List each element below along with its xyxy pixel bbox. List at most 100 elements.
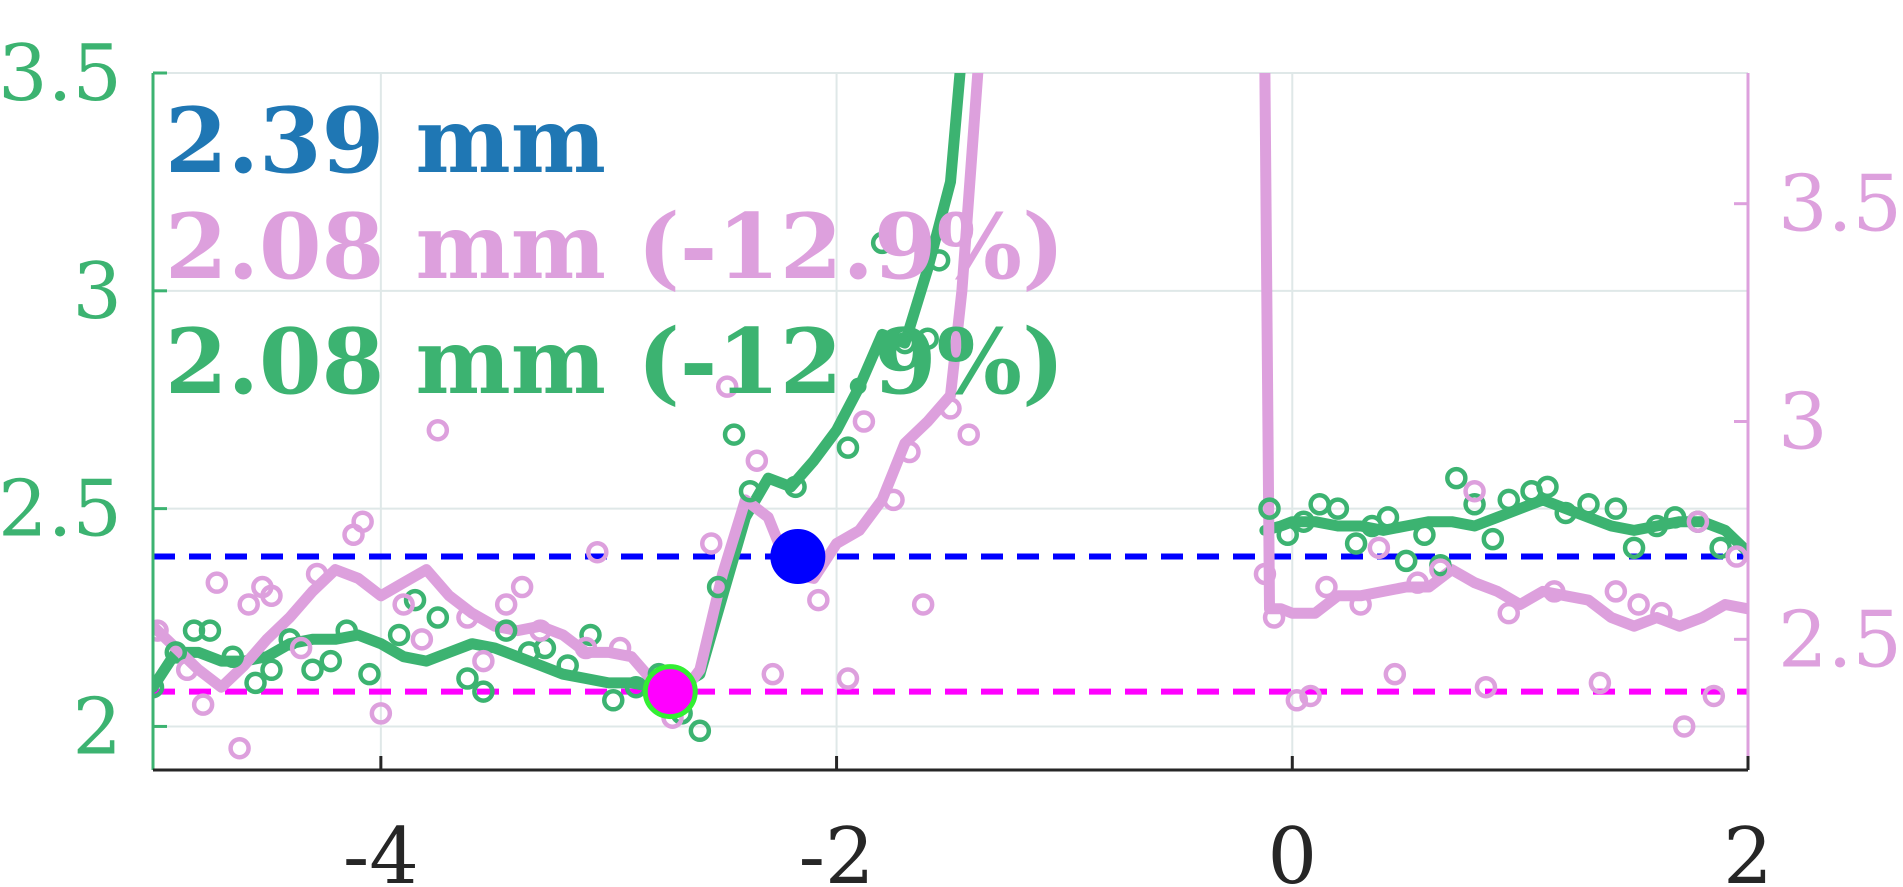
- series-1-point-26: [715, 375, 739, 398]
- series-1-point-19: [510, 575, 534, 599]
- series-0-point-33: [893, 331, 917, 355]
- series-0-point-54: [1577, 493, 1600, 516]
- series-0-point-36: [1258, 497, 1281, 520]
- series-1-point-29: [807, 588, 830, 612]
- series-0-point-38: [1292, 510, 1315, 533]
- series-1-point-23: [608, 636, 632, 660]
- x-tick-label-2: 0: [1267, 812, 1317, 887]
- series-1-point-53: [1627, 593, 1650, 616]
- series-0-point-57: [1645, 514, 1669, 538]
- series-1-point-11: [351, 510, 374, 533]
- series-1-point-36: [957, 423, 980, 446]
- series-0-point-26: [688, 719, 712, 743]
- y-right-tick-label-0: 2.5: [1778, 595, 1902, 685]
- series-1-point-31: [852, 410, 876, 433]
- series-1-point-20: [529, 619, 552, 642]
- series-1-point-22: [586, 540, 609, 564]
- series-0-point-52: [1536, 475, 1559, 499]
- series-0-point-11: [358, 662, 381, 686]
- series-0-point-58: [1663, 506, 1687, 529]
- series-1-point-39: [1285, 689, 1309, 712]
- series-0-point-45: [1413, 523, 1436, 547]
- x-tick-label-3: 2: [1723, 812, 1773, 887]
- series-1-point-25: [700, 532, 723, 555]
- legend-entry-baseline: 2.39 mm: [165, 88, 606, 194]
- series-0-point-29: [738, 479, 762, 503]
- series-1-point-57: [1702, 684, 1726, 708]
- axes: -4 -2 0 2 2 2.5 3 3.5 2.5 3 3.5: [0, 29, 1902, 887]
- series-0-point-12: [387, 623, 411, 647]
- series-0-point-13: [403, 588, 427, 612]
- series-1-point-2: [191, 693, 215, 716]
- series-1-point-37: [1253, 562, 1277, 586]
- y-left-tick-label-1: 2.5: [0, 465, 122, 555]
- series-0-point-20: [556, 654, 579, 677]
- series-1-point-16: [456, 606, 479, 629]
- series-1-point-46: [1429, 558, 1452, 581]
- series-1-point-9: [305, 562, 329, 586]
- legend-entry-pink: 2.08 mm (-12.9%): [165, 194, 1065, 300]
- series-0-point-5: [244, 671, 267, 695]
- data-points: [153, 231, 1748, 760]
- series-1-line-0: [153, 73, 984, 706]
- series-1-point-47: [1463, 479, 1486, 503]
- series-1-point-44: [1383, 662, 1407, 686]
- series-0-point-47: [1445, 466, 1468, 490]
- series-0-point-16: [472, 680, 495, 703]
- series-1-point-21: [574, 636, 598, 660]
- series-1-point-14: [410, 628, 434, 651]
- series-1-point-42: [1349, 593, 1372, 616]
- series-0-point-49: [1481, 527, 1505, 551]
- highlight-marker-0: [770, 529, 826, 585]
- series-0-point-8: [301, 658, 324, 682]
- series-1-point-13: [392, 593, 415, 616]
- series-0-point-40: [1326, 497, 1350, 520]
- series-1-point-18: [494, 593, 518, 616]
- series-0-point-6: [260, 658, 283, 682]
- legend-entry-green: 2.08 mm (-12.9%): [165, 309, 1065, 415]
- series-1-point-35: [939, 397, 962, 420]
- series-0-point-3: [198, 619, 222, 642]
- series-0-point-50: [1497, 488, 1520, 512]
- series-0-point-41: [1344, 532, 1368, 555]
- series-1-point-28: [761, 662, 785, 686]
- series-1-line-1: [1259, 73, 1748, 632]
- series-0-point-30: [784, 475, 807, 499]
- legend: 2.39 mm 2.08 mm (-12.9%) 2.08 mm (-12.9%…: [165, 88, 1065, 415]
- series-1-point-5: [237, 593, 260, 616]
- series-0-point-44: [1394, 549, 1418, 573]
- series-1-point-50: [1543, 580, 1566, 603]
- series-1-point-0: [153, 619, 169, 642]
- series-0-point-55: [1604, 497, 1628, 520]
- series-0-point-10: [335, 619, 358, 642]
- series-0-point-53: [1554, 501, 1577, 525]
- series-0-point-39: [1308, 493, 1331, 516]
- series-1-point-34: [911, 593, 935, 616]
- series-1-point-8: [289, 636, 313, 660]
- series-1-point-4: [228, 736, 251, 760]
- series-1-point-1: [175, 658, 199, 682]
- series-1-point-33: [898, 440, 921, 464]
- series-1-point-58: [1725, 545, 1748, 568]
- series-1-point-54: [1650, 601, 1673, 625]
- series-1-point-7: [260, 584, 283, 607]
- series-1-point-17: [472, 649, 495, 673]
- highlight-marker-1: [642, 664, 698, 720]
- series-1-point-51: [1588, 671, 1612, 695]
- series-0-point-37: [1276, 523, 1299, 547]
- series-1-point-55: [1672, 715, 1696, 738]
- series-1-point-12: [369, 702, 393, 725]
- series-1-point-41: [1315, 575, 1338, 599]
- series-1-point-40: [1299, 684, 1322, 708]
- series-0-point-56: [1622, 536, 1646, 560]
- series-1-point-48: [1474, 675, 1498, 699]
- series-1-point-45: [1406, 571, 1429, 594]
- series-1-point-30: [836, 667, 860, 690]
- series-1-point-43: [1367, 536, 1391, 560]
- series-0-point-27: [706, 575, 730, 599]
- series-0-point-31: [836, 436, 860, 459]
- series-0-point-0: [153, 675, 165, 699]
- series-0-point-34: [916, 327, 939, 350]
- series-0-point-4: [221, 645, 244, 668]
